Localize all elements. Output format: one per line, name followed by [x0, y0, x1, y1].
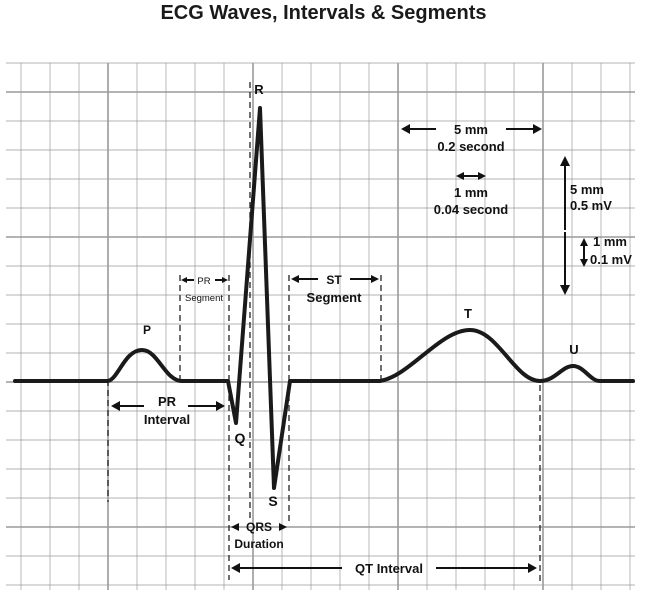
- scale-large-box-time: 5 mm 0.2 second: [401, 122, 542, 154]
- pr-segment-annotation: PR Segment: [181, 276, 228, 304]
- pr-segment-label-line1: PR: [197, 276, 210, 287]
- large-box-time-seconds: 0.2 second: [437, 139, 504, 154]
- t-wave-label: T: [464, 306, 472, 321]
- scale-small-box-voltage: 1 mm 0.1 mV: [580, 234, 632, 267]
- ecg-trace: [13, 106, 635, 490]
- pr-segment-label-line2: Segment: [185, 293, 223, 304]
- st-segment-label-line1: ST: [326, 273, 342, 287]
- large-box-time-mm: 5 mm: [454, 122, 488, 137]
- u-wave-label: U: [569, 342, 578, 357]
- r-wave-label: R: [254, 82, 264, 97]
- large-box-voltage-mv: 0.5 mV: [570, 198, 612, 213]
- st-segment-annotation: ST Segment: [291, 273, 379, 305]
- large-box-voltage-mm: 5 mm: [570, 182, 604, 197]
- small-box-voltage-mm: 1 mm: [593, 234, 627, 249]
- small-box-time-mm: 1 mm: [454, 185, 488, 200]
- pr-interval-label-line2: Interval: [144, 412, 190, 427]
- q-wave-label: Q: [235, 430, 246, 446]
- pr-interval-label-line1: PR: [158, 394, 177, 409]
- small-box-time-seconds: 0.04 second: [434, 202, 508, 217]
- reference-lines: [107, 82, 541, 585]
- pr-interval-annotation: PR Interval: [111, 394, 225, 427]
- small-box-voltage-mv: 0.1 mV: [590, 252, 632, 267]
- qt-interval-annotation: QT Interval: [231, 561, 537, 576]
- s-wave-label: S: [268, 493, 277, 509]
- st-segment-label-line2: Segment: [307, 290, 363, 305]
- scale-large-box-voltage: 5 mm 0.5 mV: [560, 156, 612, 295]
- diagram-title: ECG Waves, Intervals & Segments: [160, 2, 487, 24]
- qrs-duration-label-line1: QRS: [246, 520, 272, 534]
- ecg-grid: [6, 62, 635, 590]
- qrs-duration-label-line2: Duration: [234, 537, 283, 551]
- p-wave-label: P: [143, 323, 151, 337]
- qrs-duration-annotation: QRS Duration: [231, 520, 287, 551]
- scale-small-box-time: 1 mm 0.04 second: [434, 172, 508, 217]
- qt-interval-label: QT Interval: [355, 561, 423, 576]
